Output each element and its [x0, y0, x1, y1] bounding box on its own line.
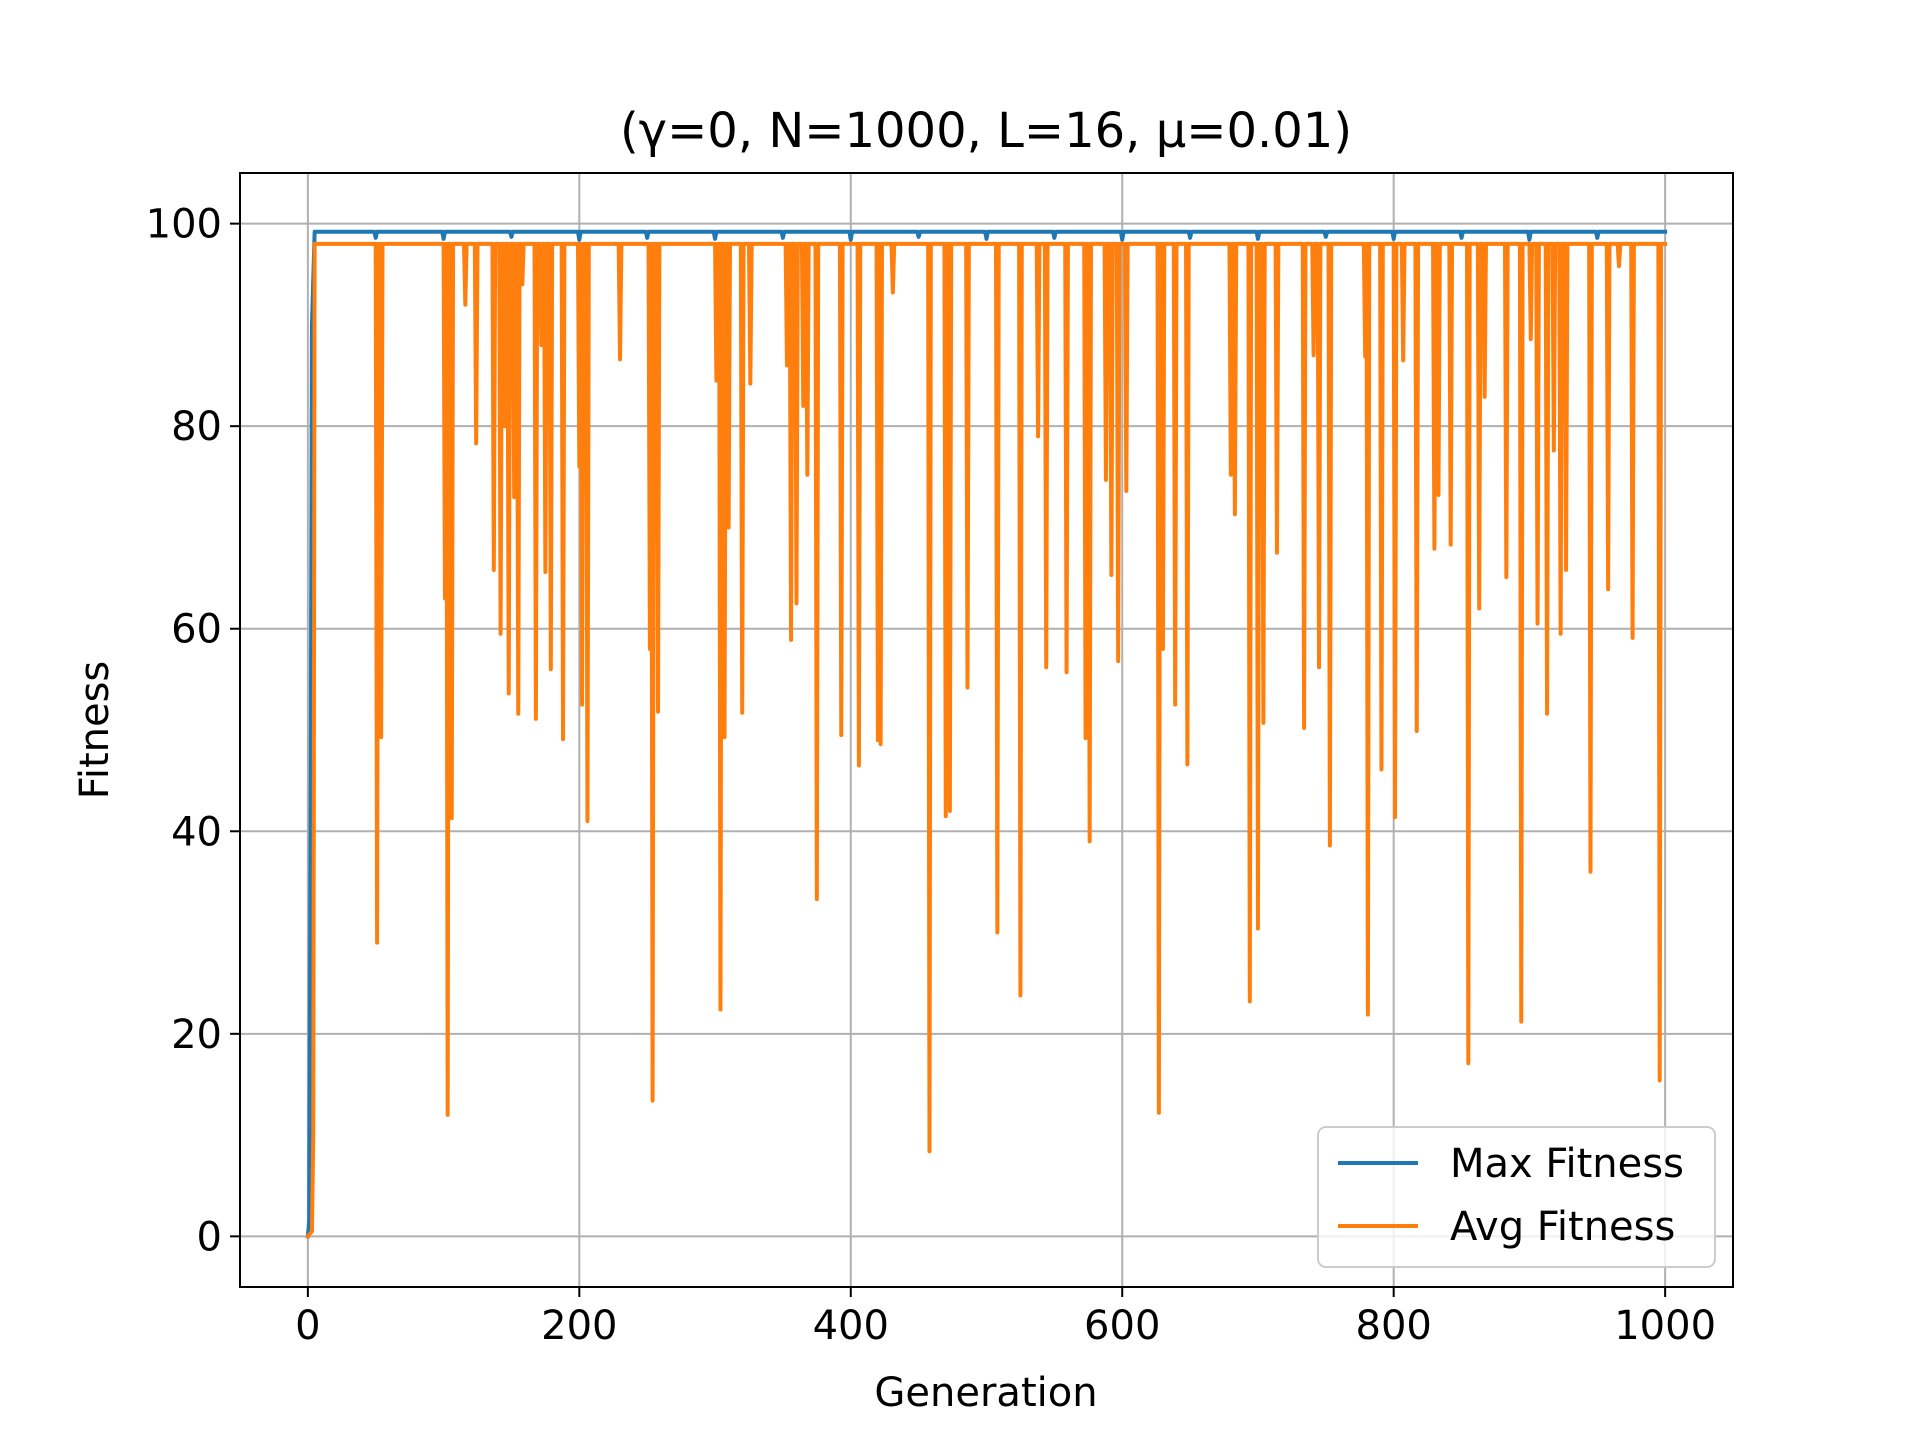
chart-title: (γ=0, N=1000, L=16, μ=0.01) [620, 103, 1352, 159]
x-tick-label: 0 [295, 1303, 320, 1349]
series-line-avg-fitness [305, 241, 1668, 1240]
x-tick-label: 200 [541, 1303, 617, 1349]
x-tick-label: 800 [1356, 1303, 1432, 1349]
x-tick-label: 400 [813, 1303, 889, 1349]
legend: Max Fitness Avg Fitness [1317, 1126, 1716, 1268]
y-tick-label: 20 [171, 1012, 222, 1058]
axis-ticks: 0 200 400 600 800 1000 0 20 40 60 80 100 [146, 202, 1716, 1349]
x-axis-label: Generation [874, 1370, 1097, 1416]
series-lines [305, 229, 1668, 1240]
plot-frame [239, 172, 1734, 1288]
legend-label-avg-fitness: Avg Fitness [1450, 1204, 1675, 1250]
series-line-max-fitness [305, 229, 1668, 1239]
y-tick-label: 60 [171, 607, 222, 653]
y-axis-label: Fitness [72, 661, 118, 800]
y-tick-label: 40 [171, 809, 222, 855]
y-tick-label: 0 [197, 1214, 222, 1260]
x-tick-label: 600 [1084, 1303, 1160, 1349]
x-tick-label: 1000 [1614, 1303, 1716, 1349]
legend-label-max-fitness: Max Fitness [1450, 1141, 1684, 1187]
y-tick-label: 100 [146, 202, 222, 248]
y-tick-label: 80 [171, 404, 222, 450]
grid-lines [240, 173, 1733, 1287]
